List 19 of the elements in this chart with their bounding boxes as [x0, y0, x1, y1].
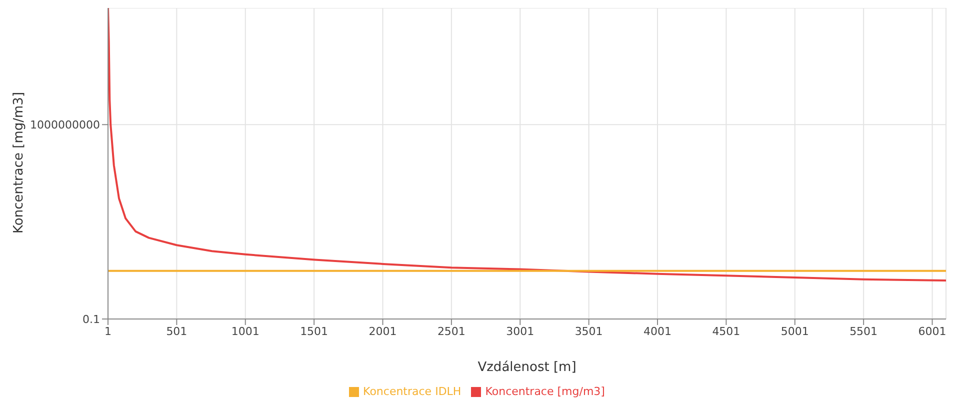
- legend-label: Koncentrace [mg/m3]: [485, 385, 605, 398]
- x-tick-label: 1001: [231, 324, 260, 338]
- x-tick-label: 5501: [850, 324, 878, 338]
- x-tick-label: 5001: [780, 324, 809, 338]
- x-tick-label: 1501: [300, 324, 328, 338]
- x-tick-label: 3001: [506, 324, 534, 338]
- legend-label: Koncentrace IDLH: [363, 385, 462, 398]
- x-tick-label: 2501: [437, 324, 466, 338]
- y-axis-title: Koncentrace [mg/m3]: [12, 92, 27, 234]
- x-tick-label: 3501: [574, 324, 603, 338]
- x-axis-title: Vzdálenost [m]: [478, 360, 576, 375]
- x-tick-label: 2001: [368, 324, 397, 338]
- x-tick-label: 1: [104, 324, 112, 338]
- x-tick-label: 4001: [644, 324, 672, 338]
- y-tick-label: 1000000000: [30, 118, 100, 132]
- x-tick-label: 501: [166, 324, 188, 338]
- y-tick-label: 0.1: [82, 312, 100, 326]
- x-tick-label: 4501: [712, 324, 740, 338]
- x-tick-label: 6001: [918, 324, 946, 338]
